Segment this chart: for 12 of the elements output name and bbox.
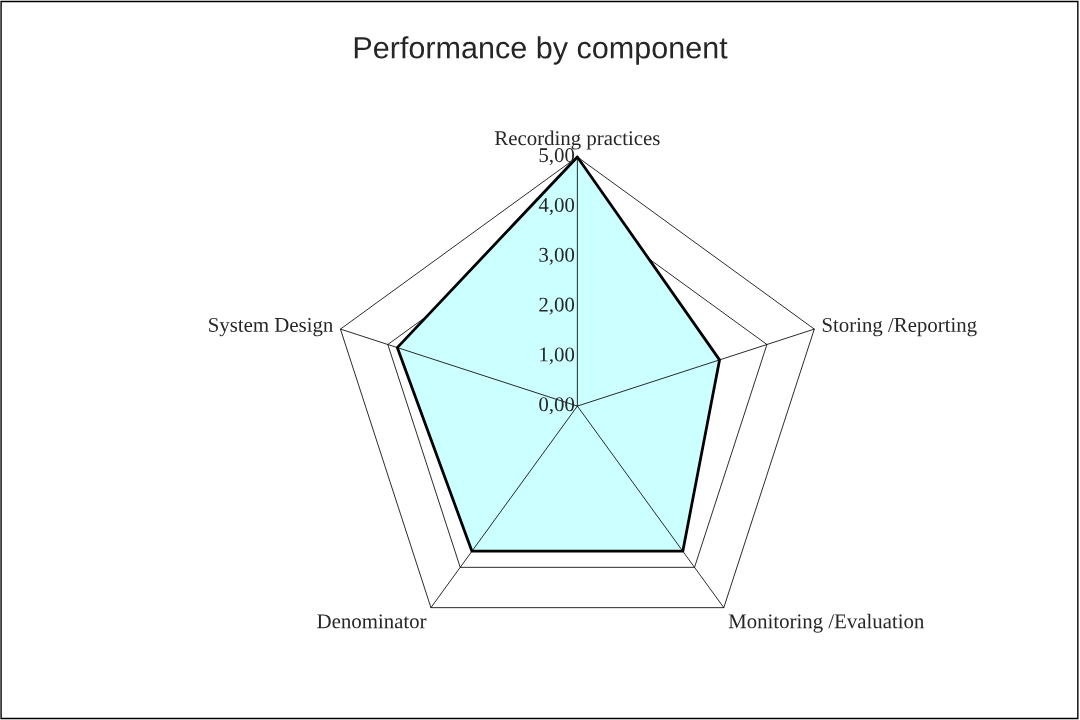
spoke-label: Monitoring /Evaluation	[728, 613, 925, 633]
y-tick-label: 3,00	[539, 247, 575, 265]
spoke-label: System Design	[209, 317, 333, 337]
spoke-label: Denominator	[317, 614, 427, 629]
chart-title: Performance by component	[354, 36, 728, 65]
y-tick-label: 4,00	[538, 197, 575, 215]
spoke-label: Storing /Reporting	[822, 317, 977, 337]
y-tick-label: 0,00	[539, 397, 575, 415]
y-tick-label: 5,00	[539, 148, 575, 166]
y-tick-label: 2,00	[539, 297, 575, 315]
y-tick-label: 1,00	[540, 347, 575, 365]
spoke-label: Recording practices	[494, 130, 660, 150]
